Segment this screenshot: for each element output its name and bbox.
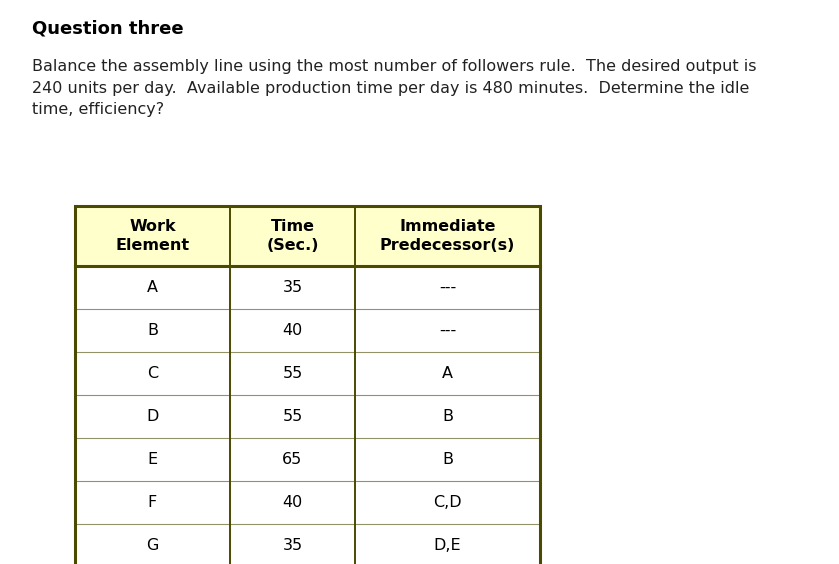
Text: 35: 35 xyxy=(283,538,303,553)
Text: ---: --- xyxy=(439,323,456,338)
Text: C,D: C,D xyxy=(433,495,461,510)
Text: Work
Element: Work Element xyxy=(116,219,190,253)
Text: D,E: D,E xyxy=(434,538,461,553)
Text: Question three: Question three xyxy=(32,20,184,38)
Text: 65: 65 xyxy=(283,452,303,467)
Text: Immediate
Predecessor(s): Immediate Predecessor(s) xyxy=(380,219,515,253)
Text: Balance the assembly line using the most number of followers rule.  The desired : Balance the assembly line using the most… xyxy=(32,59,757,117)
Text: A: A xyxy=(147,280,158,295)
Text: G: G xyxy=(146,538,159,553)
Text: 35: 35 xyxy=(283,280,303,295)
Text: B: B xyxy=(442,409,453,424)
Text: D: D xyxy=(146,409,159,424)
Text: 55: 55 xyxy=(283,366,303,381)
Text: B: B xyxy=(147,323,158,338)
Text: 40: 40 xyxy=(283,323,303,338)
Bar xyxy=(75,206,540,266)
Text: A: A xyxy=(442,366,453,381)
Text: 40: 40 xyxy=(283,495,303,510)
Bar xyxy=(75,206,540,564)
Text: B: B xyxy=(442,452,453,467)
Text: 55: 55 xyxy=(283,409,303,424)
Text: E: E xyxy=(148,452,158,467)
Text: C: C xyxy=(147,366,158,381)
Text: F: F xyxy=(148,495,157,510)
Text: Time
(Sec.): Time (Sec.) xyxy=(266,219,319,253)
Text: ---: --- xyxy=(439,280,456,295)
